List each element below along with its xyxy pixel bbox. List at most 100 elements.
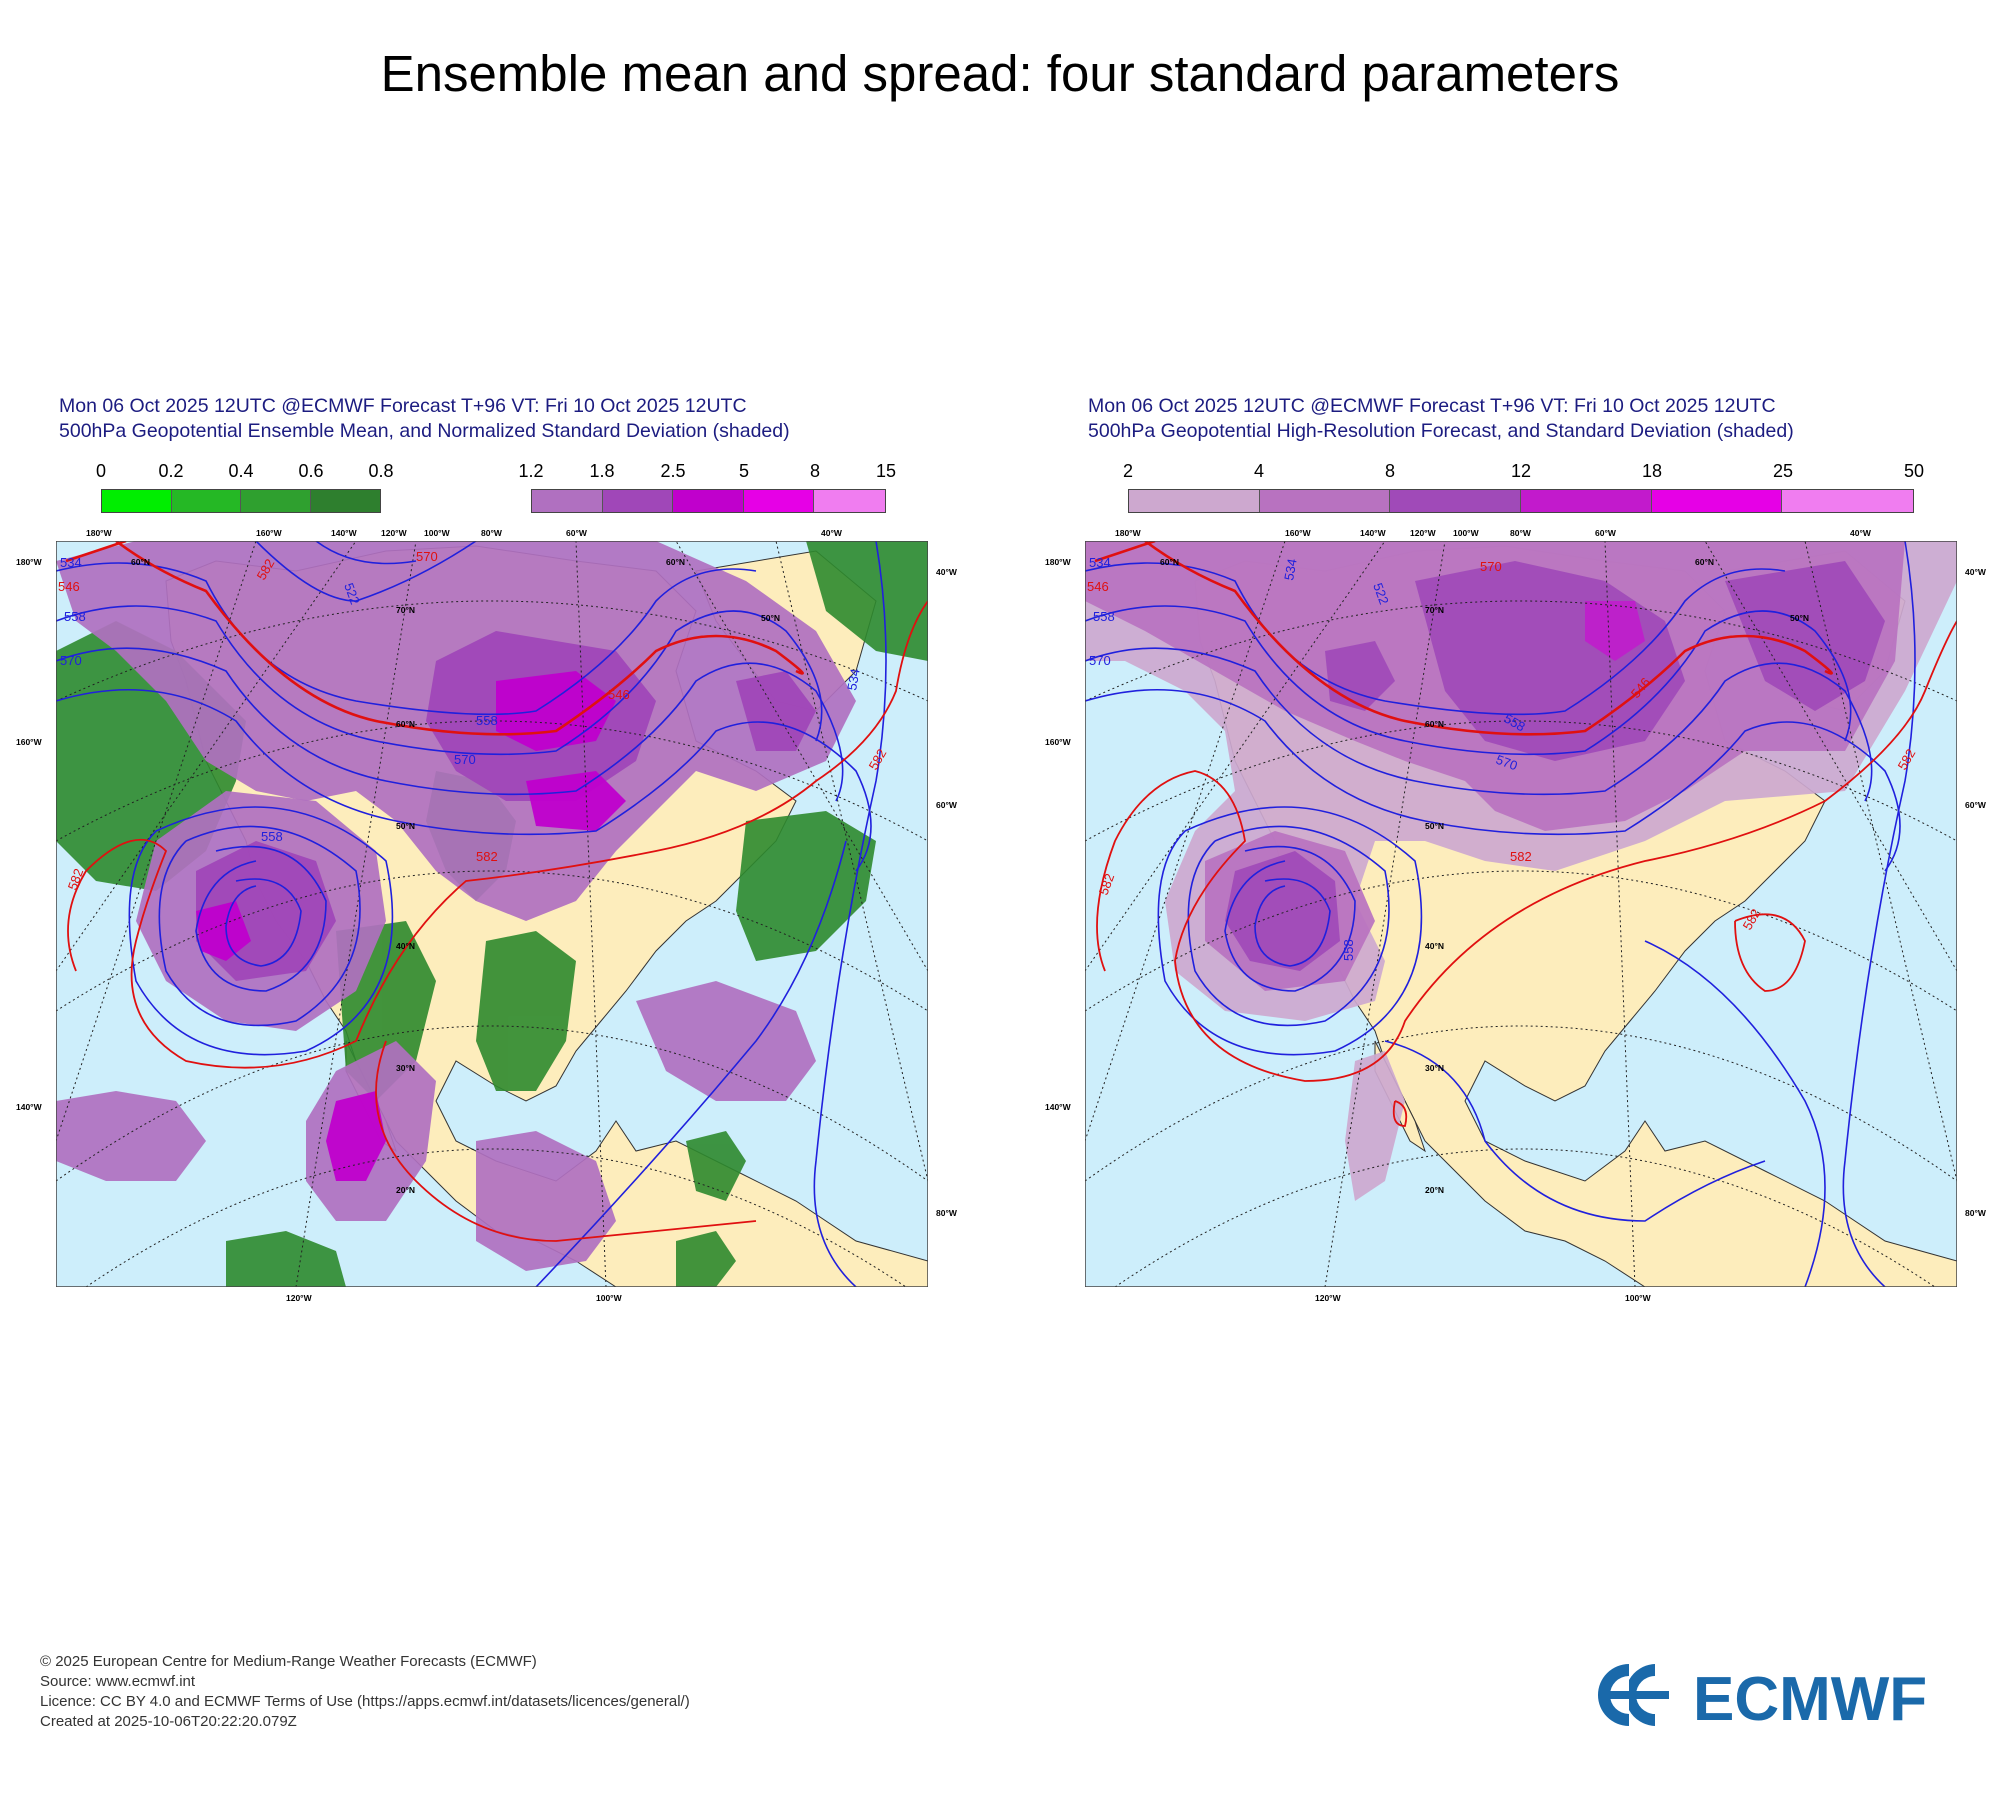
contour-label: 534 <box>1281 558 1300 582</box>
contour-label: 534 <box>60 555 82 570</box>
lon-label: 100°W <box>1625 1293 1651 1303</box>
panel-header-line2: 500hPa Geopotential Ensemble Mean, and N… <box>59 420 790 442</box>
colorbar-swatch <box>310 490 380 512</box>
lat-label: 50°N <box>396 821 415 831</box>
created-line: Created at 2025-10-06T20:22:20.079Z <box>40 1713 297 1730</box>
lon-label: 40°W <box>1965 567 1986 577</box>
lon-label: 40°W <box>1850 528 1871 538</box>
lat-label: 20°N <box>1425 1185 1444 1195</box>
lon-label: 120°W <box>381 528 407 538</box>
colorbar-swatch <box>102 490 172 512</box>
colorbar-tick: 0.2 <box>158 461 184 481</box>
colorbar-swatch <box>1129 490 1260 512</box>
lon-label: 120°W <box>286 1293 312 1303</box>
lon-label: 60°W <box>1965 800 1986 810</box>
colorbar-tick: 0.6 <box>298 461 324 481</box>
contour-label: 522 <box>1370 581 1392 607</box>
lon-label: 100°W <box>424 528 450 538</box>
lon-label: 100°W <box>1453 528 1479 538</box>
lon-label: 180°W <box>16 557 42 567</box>
lon-label: 80°W <box>1510 528 1531 538</box>
contour-label: 558 <box>64 609 86 624</box>
reference-contours-582 <box>1096 620 1957 1127</box>
colorbar-tick: 8 <box>1384 461 1396 481</box>
contour-label: 582 <box>1096 872 1118 898</box>
copyright-line: © 2025 European Centre for Medium-Range … <box>40 1653 537 1670</box>
contour-label: 570 <box>1480 559 1502 574</box>
contour-label: 534 <box>1089 555 1111 570</box>
colorbar-swatch <box>1651 490 1783 512</box>
contour-label: 582 <box>476 849 498 864</box>
contour-label: 546 <box>58 579 80 594</box>
contour-label: 558 <box>1093 609 1115 624</box>
lon-label: 160°W <box>1045 737 1071 747</box>
colorbar-tick: 2 <box>1122 461 1134 481</box>
geopotential-contours <box>1085 541 1916 1287</box>
lat-label: 30°N <box>1425 1063 1444 1073</box>
geopotential-contours <box>56 541 887 1287</box>
colorbar-swatch <box>1521 490 1652 512</box>
lat-label: 70°N <box>396 605 415 615</box>
high-spread-shading <box>56 541 856 1271</box>
colorbar-tick: 5 <box>738 461 750 481</box>
lon-label: 40°W <box>936 567 957 577</box>
spread-shading <box>1085 541 1957 1201</box>
contour-label: 570 <box>1494 752 1520 774</box>
lat-label: 60°N <box>1695 557 1714 567</box>
lat-label: 40°N <box>396 941 415 951</box>
lon-label: 120°W <box>1315 1293 1341 1303</box>
lon-label: 180°W <box>1045 557 1071 567</box>
footer-credits: © 2025 European Centre for Medium-Range … <box>40 1652 690 1732</box>
colorbar-swatch <box>1782 490 1914 512</box>
page-title: Ensemble mean and spread: four standard … <box>380 45 1620 102</box>
colorbar-tick: 2.5 <box>660 461 686 481</box>
hres-panel: Mon 06 Oct 2025 12UTC @ECMWF Forecast T+… <box>1045 395 2000 1315</box>
contour-label: 558 <box>261 829 283 844</box>
lon-label: 180°W <box>86 528 112 538</box>
lon-label: 100°W <box>596 1293 622 1303</box>
colorbar-tick: 0.4 <box>228 461 254 481</box>
lon-label: 140°W <box>16 1102 42 1112</box>
colorbar-tick: 25 <box>1772 461 1794 481</box>
colorbar-swatch <box>532 490 603 512</box>
panel-header-line1: Mon 06 Oct 2025 12UTC @ECMWF Forecast T+… <box>1088 395 1776 417</box>
map-ensemble-mean[interactable]: 534 546 558 570 522 546 558 570 582 558 … <box>56 541 928 1287</box>
lon-label: 160°W <box>1285 528 1311 538</box>
ecmwf-emblem-icon <box>1597 1664 1669 1726</box>
colorbar-tick: 15 <box>875 461 897 481</box>
reference-contours-582 <box>67 600 928 1242</box>
colorbar-stddev: 2 4 8 12 18 25 50 <box>1123 461 1924 521</box>
source-line: Source: www.ecmwf.int <box>40 1673 196 1690</box>
colorbar-swatch <box>171 490 241 512</box>
lon-label: 140°W <box>331 528 357 538</box>
ensemble-mean-panel: Mon 06 Oct 2025 12UTC @ECMWF Forecast T+… <box>16 395 996 1315</box>
contour-label: 570 <box>416 549 438 564</box>
contour-label: 534 <box>844 668 863 692</box>
contour-label: 546 <box>608 687 630 702</box>
reference-contours <box>1094 541 1833 736</box>
lat-label: 60°N <box>1160 557 1179 567</box>
contour-label: 582 <box>1510 849 1532 864</box>
lon-label: 180°W <box>1115 528 1141 538</box>
lat-labels: 60°N 70°N 60°N 50°N 40°N 30°N 20°N 50°N … <box>131 557 780 1195</box>
map-hres-forecast[interactable]: 534 546 558 570 522 546 558 570 582 558 … <box>1085 541 1957 1287</box>
colorbar-tick: 0 <box>95 461 107 481</box>
lon-label: 140°W <box>1360 528 1386 538</box>
lon-label: 120°W <box>1410 528 1436 538</box>
lat-labels: 60°N 70°N 60°N 50°N 40°N 30°N 20°N 50°N … <box>1160 557 1809 1195</box>
colorbar-swatch <box>743 490 815 512</box>
lon-label: 80°W <box>936 1208 957 1218</box>
lat-label: 50°N <box>1790 613 1809 623</box>
lon-label: 160°W <box>16 737 42 747</box>
colorbar-swatch <box>241 490 311 512</box>
colorbar-tick: 4 <box>1253 461 1265 481</box>
lon-label: 80°W <box>481 528 502 538</box>
lon-label: 140°W <box>1045 1102 1071 1112</box>
colorbar-tick: 18 <box>1641 461 1663 481</box>
contour-label: 522 <box>341 581 363 607</box>
ecmwf-logo: ECMWF <box>1595 1660 1965 1734</box>
lat-label: 60°N <box>396 719 415 729</box>
reference-contours <box>65 541 804 736</box>
colorbar-tick: 1.2 <box>518 461 544 481</box>
lat-label: 30°N <box>396 1063 415 1073</box>
